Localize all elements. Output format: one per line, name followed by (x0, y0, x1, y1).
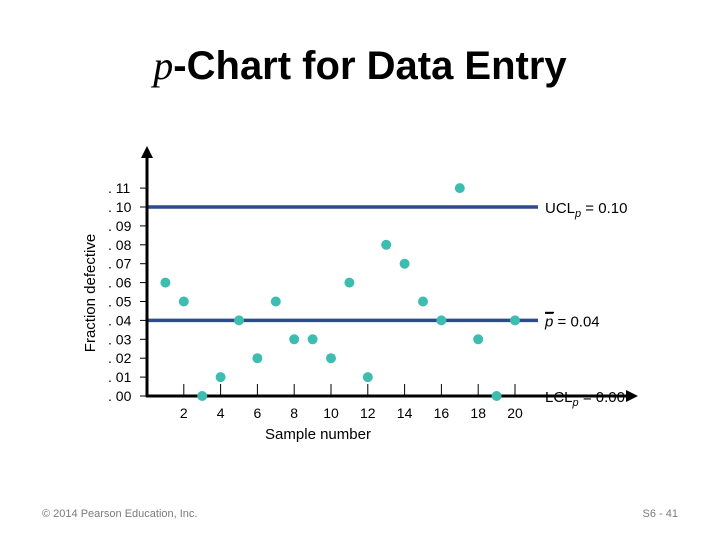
data-point (473, 334, 484, 345)
y-tick-label: . 05 (108, 294, 132, 310)
x-tick-label: 2 (180, 405, 188, 421)
data-point (234, 315, 244, 326)
x-tick-label: 8 (290, 405, 298, 421)
data-point (381, 239, 392, 250)
data-point (436, 315, 447, 326)
x-tick-label: 10 (323, 405, 339, 421)
x-tick-label: 20 (507, 405, 523, 421)
y-tick-label: . 03 (108, 331, 132, 347)
x-axis-arrow-icon (626, 390, 638, 402)
page-number: S6 - 41 (642, 508, 678, 520)
data-point (307, 334, 318, 345)
ucl-label: UCLp = 0.10 (545, 200, 627, 220)
y-tick-label: . 01 (108, 369, 132, 385)
data-point (178, 296, 189, 307)
data-point (289, 334, 300, 345)
data-point (215, 372, 226, 383)
y-tick-label: . 11 (108, 180, 131, 196)
title-italic-p: p (153, 43, 174, 88)
x-axis-ticks: 2 4 6 8 10 12 14 16 18 20 (180, 384, 523, 421)
copyright-text: © 2014 Pearson Education, Inc. (42, 508, 198, 520)
center-label: p = 0.04 (544, 313, 600, 330)
x-tick-label: 6 (254, 405, 262, 421)
y-tick-label: . 10 (108, 199, 132, 215)
data-point (454, 183, 465, 194)
data-point (399, 258, 410, 269)
control-line-labels: UCLp = 0.10 p = 0.04 LCLp = 0.00 (544, 200, 627, 409)
data-point (344, 277, 355, 288)
data-points (160, 183, 520, 401)
control-lines (147, 205, 538, 323)
data-point (326, 353, 336, 364)
x-tick-label: 14 (397, 405, 413, 421)
y-tick-label: . 04 (108, 312, 132, 328)
x-tick-label: 16 (434, 405, 450, 421)
y-tick-label: . 07 (108, 256, 132, 272)
data-point (418, 296, 428, 307)
x-tick-label: 18 (470, 405, 486, 421)
y-axis-arrow-icon (141, 146, 153, 158)
x-tick-label: 4 (217, 405, 225, 421)
data-point (362, 372, 373, 383)
p-chart: . 00 . 01 . 02 . 03 . 04 . 05 . 06 . 07 . 08 . 09… (82, 146, 638, 443)
data-point (491, 391, 502, 401)
y-axis-ticks: . 00 . 01 . 02 . 03 . 04 . 05 . 06 . 07 . 08 . 09… (108, 180, 147, 404)
data-point (510, 315, 520, 326)
y-tick-label: . 02 (108, 350, 132, 366)
axes (141, 146, 638, 402)
data-point (252, 353, 263, 364)
chart-title: p-Chart for Data Entry (0, 42, 720, 89)
y-axis-label: Fraction defective (82, 234, 99, 352)
y-tick-label: . 09 (108, 218, 132, 234)
data-point (160, 277, 171, 288)
x-axis-label: Sample number (265, 426, 371, 443)
y-tick-label: . 08 (108, 237, 132, 253)
data-point (270, 296, 281, 307)
y-tick-label: . 00 (108, 388, 132, 404)
title-text: -Chart for Data Entry (173, 44, 567, 88)
y-tick-label: . 06 (108, 275, 132, 291)
x-tick-label: 12 (360, 405, 376, 421)
data-point (197, 391, 208, 401)
lcl-label: LCLp = 0.00 (545, 389, 625, 409)
